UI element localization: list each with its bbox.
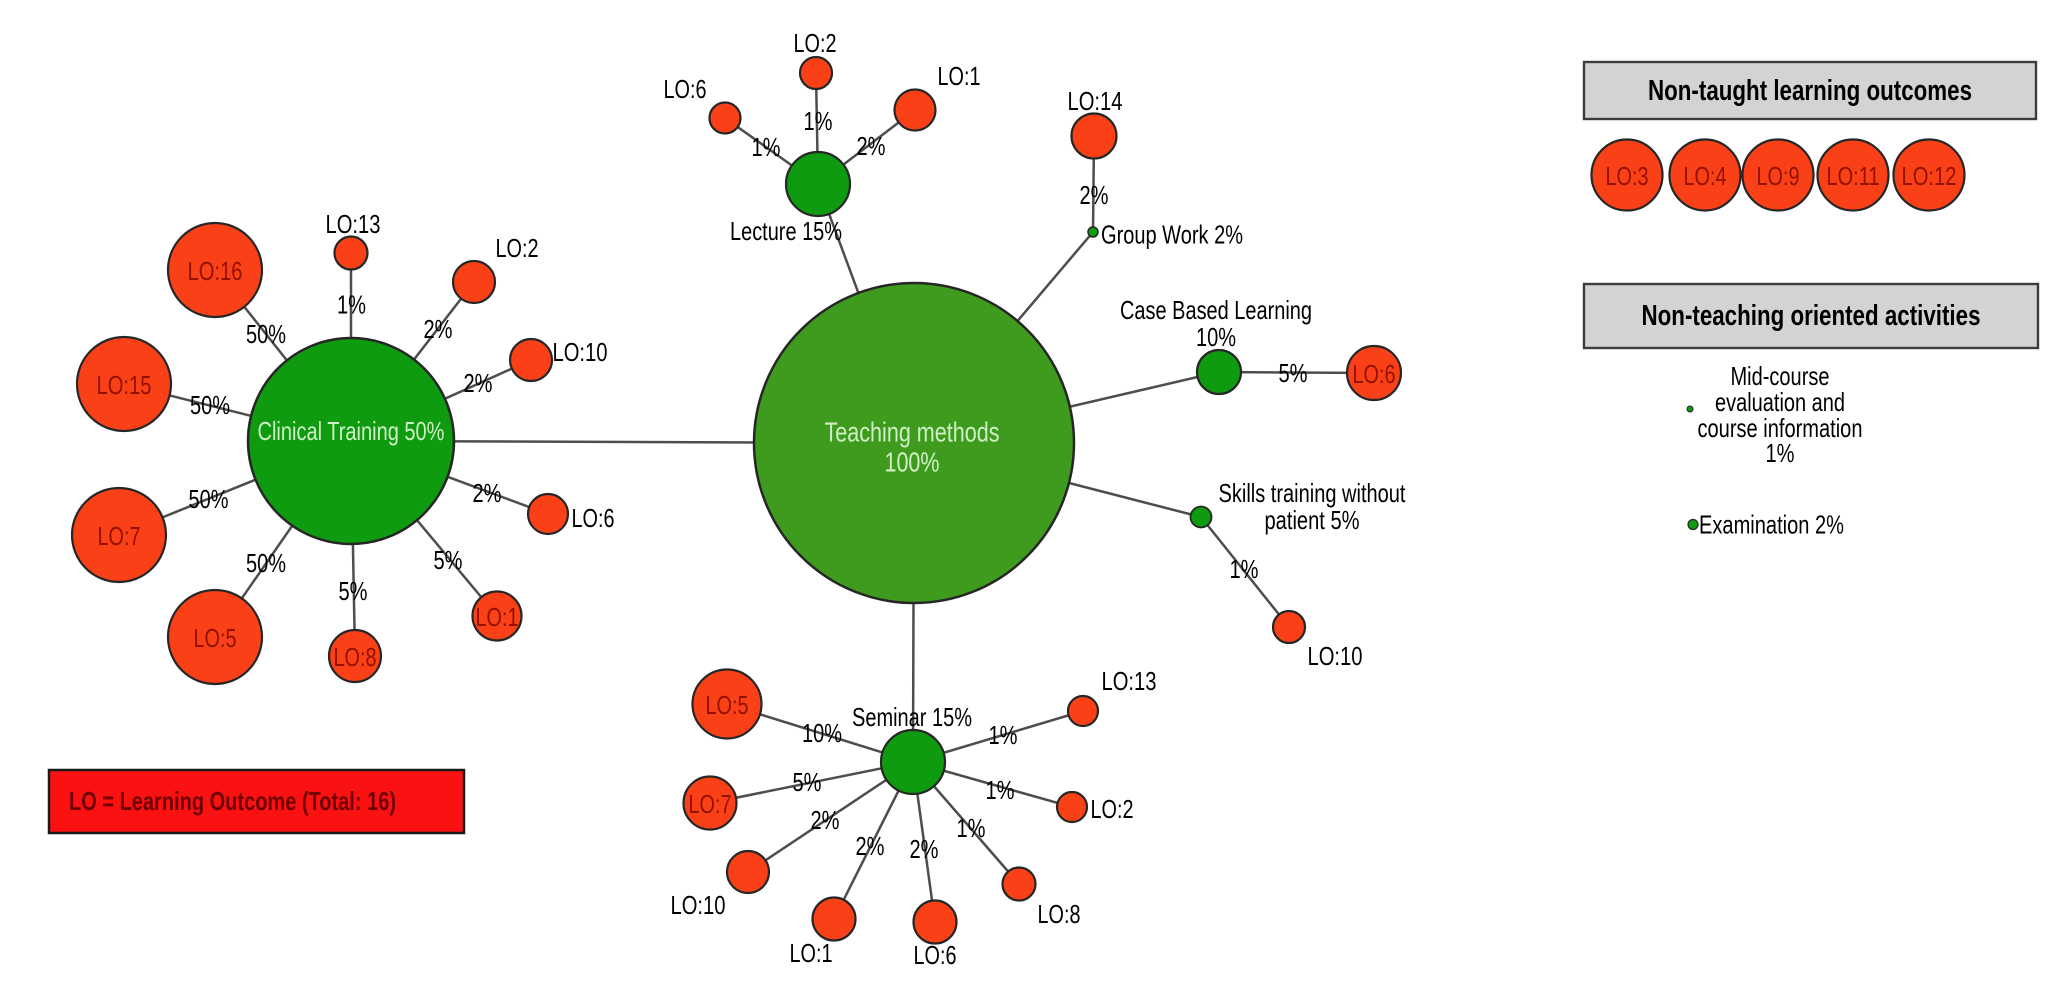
svg-text:5%: 5% — [339, 576, 368, 606]
svg-text:2%: 2% — [910, 834, 939, 864]
svg-text:LO:7: LO:7 — [98, 521, 141, 551]
svg-text:LO:6: LO:6 — [914, 940, 957, 970]
svg-text:10%: 10% — [802, 718, 842, 748]
svg-text:Group Work 2%: Group Work 2% — [1101, 220, 1243, 250]
svg-text:Teaching methods: Teaching methods — [825, 417, 1000, 448]
svg-text:50%: 50% — [190, 390, 230, 420]
svg-text:1%: 1% — [1766, 438, 1795, 468]
svg-text:Case Based Learning: Case Based Learning — [1120, 295, 1312, 325]
svg-text:LO:5: LO:5 — [194, 623, 237, 653]
svg-text:LO:2: LO:2 — [794, 28, 837, 58]
svg-text:LO:2: LO:2 — [496, 233, 539, 263]
svg-text:LO:1: LO:1 — [938, 61, 981, 91]
svg-text:1%: 1% — [986, 775, 1015, 805]
svg-text:LO:6: LO:6 — [572, 503, 615, 533]
svg-text:50%: 50% — [189, 484, 229, 514]
svg-text:LO:9: LO:9 — [1757, 161, 1800, 191]
svg-text:LO = Learning Outcome (Total:: LO = Learning Outcome (Total: 16) — [69, 786, 396, 816]
svg-text:Seminar 15%: Seminar 15% — [852, 702, 972, 732]
svg-text:LO:3: LO:3 — [1606, 161, 1649, 191]
svg-text:LO:4: LO:4 — [1684, 161, 1727, 191]
svg-text:Mid-course: Mid-course — [1731, 361, 1830, 391]
svg-text:2%: 2% — [1080, 180, 1109, 210]
svg-text:LO:10: LO:10 — [671, 890, 726, 920]
svg-text:course information: course information — [1698, 413, 1863, 443]
svg-text:LO:6: LO:6 — [664, 74, 707, 104]
svg-text:Clinical Training 50%: Clinical Training 50% — [258, 416, 445, 446]
svg-text:LO:5: LO:5 — [706, 690, 749, 720]
svg-text:2%: 2% — [464, 368, 493, 398]
svg-text:1%: 1% — [1230, 554, 1259, 584]
svg-text:1%: 1% — [957, 813, 986, 843]
svg-text:100%: 100% — [885, 447, 940, 478]
svg-text:1%: 1% — [337, 290, 366, 320]
svg-text:2%: 2% — [473, 478, 502, 508]
svg-text:LO:1: LO:1 — [476, 602, 519, 632]
svg-text:LO:10: LO:10 — [553, 337, 608, 367]
svg-text:Non-taught learning outcomes: Non-taught learning outcomes — [1648, 75, 1972, 107]
svg-text:1%: 1% — [752, 132, 781, 162]
svg-text:1%: 1% — [804, 106, 833, 136]
svg-text:LO:12: LO:12 — [1902, 161, 1957, 191]
svg-text:LO:6: LO:6 — [1353, 359, 1396, 389]
svg-text:LO:2: LO:2 — [1091, 794, 1134, 824]
svg-text:LO:15: LO:15 — [97, 370, 152, 400]
svg-text:evaluation and: evaluation and — [1715, 387, 1845, 417]
svg-text:LO:14: LO:14 — [1068, 86, 1123, 116]
svg-text:LO:13: LO:13 — [326, 209, 381, 239]
svg-text:5%: 5% — [1279, 358, 1308, 388]
svg-text:50%: 50% — [246, 319, 286, 349]
svg-text:LO:8: LO:8 — [334, 642, 377, 672]
svg-text:2%: 2% — [857, 131, 886, 161]
svg-text:2%: 2% — [856, 831, 885, 861]
svg-text:LO:16: LO:16 — [188, 256, 243, 286]
svg-text:10%: 10% — [1196, 322, 1236, 352]
svg-text:LO:8: LO:8 — [1038, 899, 1081, 929]
svg-text:Non-teaching oriented activiti: Non-teaching oriented activities — [1642, 300, 1981, 332]
svg-text:patient 5%: patient 5% — [1265, 505, 1360, 535]
svg-text:Skills training without: Skills training without — [1219, 478, 1407, 508]
svg-text:LO:1: LO:1 — [790, 938, 833, 968]
svg-text:LO:10: LO:10 — [1308, 641, 1363, 671]
svg-text:LO:13: LO:13 — [1102, 666, 1157, 696]
svg-text:50%: 50% — [246, 548, 286, 578]
svg-text:1%: 1% — [989, 720, 1018, 750]
svg-text:LO:11: LO:11 — [1827, 161, 1880, 191]
svg-text:2%: 2% — [424, 314, 453, 344]
svg-text:Examination 2%: Examination 2% — [1699, 510, 1844, 540]
svg-text:2%: 2% — [811, 805, 840, 835]
svg-text:LO:7: LO:7 — [689, 789, 732, 819]
svg-text:Lecture 15%: Lecture 15% — [730, 216, 842, 246]
svg-text:5%: 5% — [793, 767, 822, 797]
svg-text:5%: 5% — [434, 545, 463, 575]
